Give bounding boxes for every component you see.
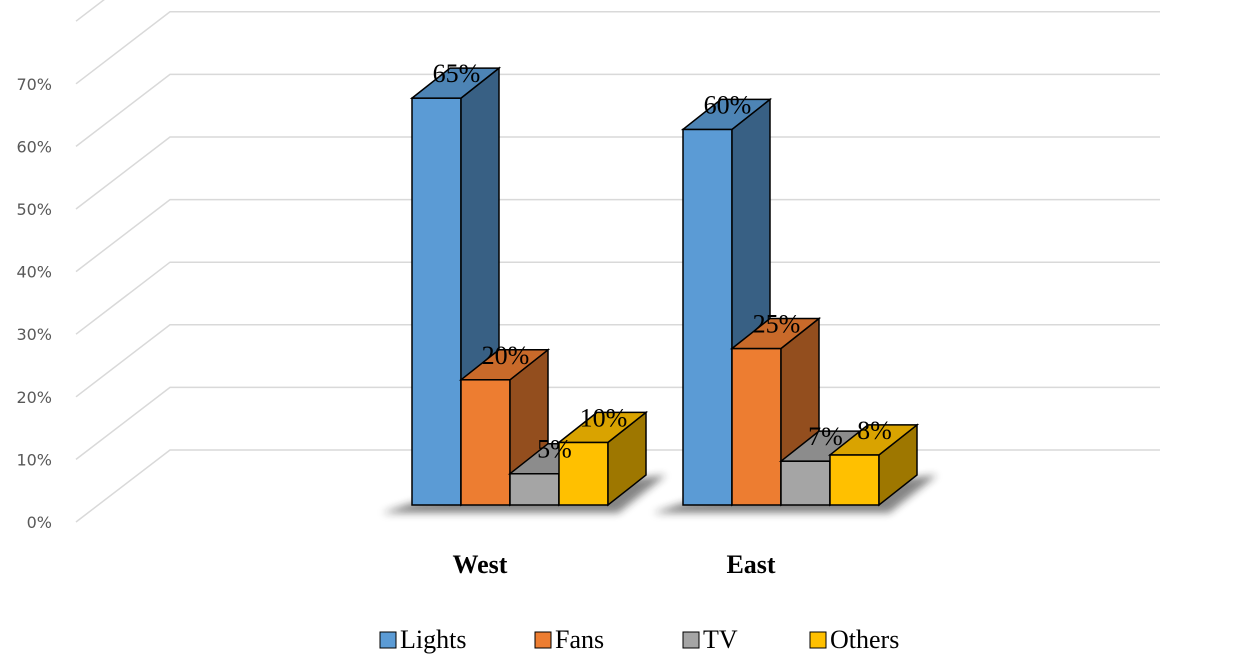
- data-label: 25%: [753, 310, 801, 339]
- gridlines: [75, 0, 1160, 523]
- y-tick-label: 50%: [16, 200, 52, 219]
- bar-front: [682, 128, 733, 506]
- legend-label: Lights: [400, 625, 466, 654]
- y-tick-label: 10%: [16, 450, 52, 469]
- y-tick-label: 20%: [16, 388, 52, 407]
- data-label: 60%: [704, 90, 752, 119]
- legend-swatch: [379, 631, 397, 649]
- gridline: [75, 136, 1160, 210]
- bar-top: [409, 67, 502, 99]
- data-label: 10%: [580, 403, 628, 432]
- bars: [409, 66, 920, 507]
- legend-item-others: Others: [809, 625, 899, 654]
- legend-label: TV: [703, 625, 738, 654]
- bar-top: [680, 98, 773, 131]
- bar-front: [509, 472, 560, 506]
- y-tick-label: 0%: [27, 513, 52, 532]
- bar-front: [731, 347, 782, 506]
- gridline: [75, 324, 1160, 398]
- gridline: [75, 261, 1160, 335]
- gridline: [75, 73, 1160, 147]
- y-tick-label: 70%: [16, 75, 52, 94]
- data-label: 8%: [857, 416, 892, 445]
- legend-label: Fans: [555, 625, 604, 654]
- data-label: 5%: [537, 435, 572, 464]
- bar-front: [411, 97, 462, 506]
- gridline: [75, 0, 105, 22]
- gridline: [75, 11, 1160, 85]
- y-axis-ticks: 0% 10% 20% 30% 40% 50% 60% 70%: [16, 75, 52, 532]
- data-label: 7%: [808, 422, 843, 451]
- legend-swatch: [809, 631, 827, 649]
- y-tick-label: 60%: [16, 137, 52, 156]
- bar-top: [827, 424, 920, 456]
- bar-front: [780, 460, 831, 506]
- data-label: 20%: [482, 341, 530, 370]
- legend-label: Others: [830, 625, 899, 654]
- bar-others-east: [827, 423, 920, 507]
- bar-top: [458, 349, 551, 381]
- legend-item-tv: TV: [682, 625, 738, 654]
- gridline: [75, 198, 1160, 273]
- legend-item-lights: Lights: [379, 625, 466, 654]
- category-label: West: [453, 550, 508, 579]
- legend-swatch: [534, 631, 552, 649]
- bar-front: [829, 454, 880, 506]
- category-labels: West East: [453, 550, 776, 579]
- y-tick-label: 30%: [16, 325, 52, 344]
- gridline: [75, 386, 1160, 460]
- legend: Lights Fans TV Others: [379, 625, 899, 654]
- category-label: East: [726, 550, 775, 579]
- bar-others-west: [556, 410, 649, 507]
- bar-top: [556, 411, 649, 444]
- legend-swatch: [682, 631, 700, 649]
- bar-top: [729, 317, 822, 350]
- data-labels: 65% 20% 5% 10% 60% 25% 7% 8%: [433, 59, 892, 464]
- legend-item-fans: Fans: [534, 625, 604, 654]
- y-tick-label: 40%: [16, 263, 52, 282]
- bar-front: [460, 379, 511, 506]
- data-label: 65%: [433, 59, 481, 88]
